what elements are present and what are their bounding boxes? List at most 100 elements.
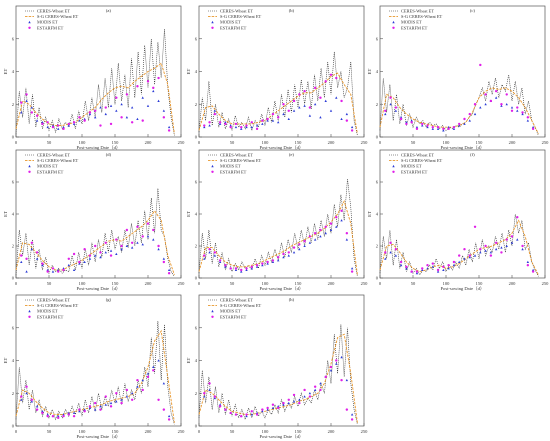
x-tick-label: 0 — [15, 140, 18, 145]
point-modis-et — [115, 109, 118, 112]
point-modis-et — [329, 109, 333, 112]
point-modis-et — [510, 241, 514, 244]
legend-label: S-G CERES-Wheat ET — [220, 158, 262, 163]
point-estarfm-et — [303, 240, 306, 243]
point-modis-et — [324, 99, 327, 102]
point-estarfm-et — [282, 252, 285, 256]
point-modis-et — [282, 403, 285, 406]
x-tick-label: 50 — [230, 281, 235, 286]
point-estarfm-et — [277, 256, 280, 259]
point-modis-et — [67, 263, 70, 267]
point-modis-et — [442, 268, 445, 271]
point-modis-et — [458, 260, 461, 263]
y-tick-label: 6 — [12, 36, 15, 41]
point-estarfm-et — [421, 122, 424, 126]
legend-label: ESTARFM ET — [220, 169, 247, 174]
point-modis-et — [335, 96, 338, 99]
point-estarfm-et — [516, 216, 519, 219]
point-estarfm-et — [57, 124, 60, 127]
point-estarfm-et — [94, 244, 97, 248]
point-modis-et — [88, 257, 92, 260]
point-estarfm-et — [152, 369, 155, 372]
point-estarfm-et — [292, 99, 296, 103]
point-estarfm-et — [218, 259, 222, 262]
point-estarfm-et — [319, 96, 322, 99]
point-estarfm-et — [30, 398, 34, 401]
y-tick-label: 0 — [376, 276, 379, 281]
point-modis-et — [345, 238, 349, 241]
point-modis-et — [83, 408, 86, 411]
point-estarfm-et — [426, 124, 429, 127]
point-modis-et — [340, 355, 343, 359]
point-estarfm-et — [213, 112, 217, 116]
series-line-ceres-wheat-et — [379, 74, 539, 136]
point-estarfm-et — [287, 251, 290, 254]
legend-label: S-G CERES-Wheat ET — [37, 303, 79, 308]
point-modis-et — [51, 270, 55, 273]
point-estarfm-et — [329, 365, 333, 369]
point-modis-et — [399, 116, 403, 119]
point-estarfm-et — [224, 122, 227, 126]
point-estarfm-et — [468, 112, 471, 116]
series-line-ceres-wheat-et — [379, 213, 539, 277]
point-estarfm-et — [421, 267, 424, 270]
point-modis-et — [287, 401, 290, 405]
point-modis-et — [62, 413, 65, 416]
legend-label: MODIS ET — [37, 20, 58, 25]
point-modis-et — [99, 405, 102, 408]
point-modis-et — [245, 125, 248, 129]
point-estarfm-et — [20, 101, 23, 104]
panel-label: (g) — [106, 297, 112, 302]
x-tick-label: 200 — [145, 281, 153, 286]
point-modis-et — [442, 129, 445, 132]
point-estarfm-et — [389, 96, 392, 99]
legend-label: CERES-Wheat ET — [401, 153, 434, 158]
point-modis-et — [120, 247, 123, 251]
point-estarfm-et — [136, 85, 139, 88]
y-tick-label: 2 — [376, 102, 378, 107]
point-modis-et — [282, 255, 285, 259]
point-modis-et — [35, 257, 39, 260]
point-modis-et — [104, 251, 107, 254]
point-modis-et — [421, 124, 424, 127]
point-estarfm-et — [255, 264, 259, 267]
point-modis-et — [329, 228, 333, 231]
point-modis-et — [94, 408, 97, 411]
point-estarfm-et — [125, 388, 129, 392]
point-modis-et — [51, 124, 55, 127]
point-modis-et — [287, 117, 290, 120]
y-tick-label: 0 — [376, 135, 379, 140]
chart-panel-f: 0 50 100 150 200 250 0 2 4 6 Post-sowing Date（d） ET… — [367, 149, 549, 291]
point-estarfm-et — [25, 257, 28, 260]
point-estarfm-et — [146, 375, 150, 379]
point-estarfm-et — [35, 408, 39, 411]
point-modis-et — [67, 124, 70, 127]
point-modis-et — [57, 268, 60, 271]
point-estarfm-et — [324, 225, 327, 228]
point-estarfm-et — [67, 122, 71, 126]
point-modis-et — [266, 408, 269, 411]
point-modis-et — [224, 120, 227, 124]
point-estarfm-et — [35, 114, 39, 117]
point-modis-et — [436, 127, 440, 130]
x-tick-label: 50 — [411, 281, 416, 286]
x-tick-label: 250 — [542, 140, 550, 145]
y-tick-label: 6 — [195, 325, 198, 330]
legend-label: MODIS ET — [401, 20, 422, 25]
legend-swatch-estarfm-et — [392, 170, 395, 173]
point-modis-et — [384, 112, 387, 116]
legend-label: ESTARFM ET — [37, 314, 64, 319]
x-tick-label: 100 — [79, 281, 87, 286]
legend-label: S-G CERES-Wheat ET — [37, 158, 79, 163]
point-modis-et — [431, 127, 434, 130]
point-modis-et — [313, 388, 317, 391]
point-estarfm-et — [526, 116, 530, 119]
y-tick-label: 6 — [376, 36, 379, 41]
point-estarfm-et — [405, 265, 408, 268]
point-modis-et — [350, 267, 354, 270]
point-estarfm-et — [88, 254, 92, 257]
point-modis-et — [468, 255, 471, 259]
point-estarfm-et — [130, 121, 134, 124]
